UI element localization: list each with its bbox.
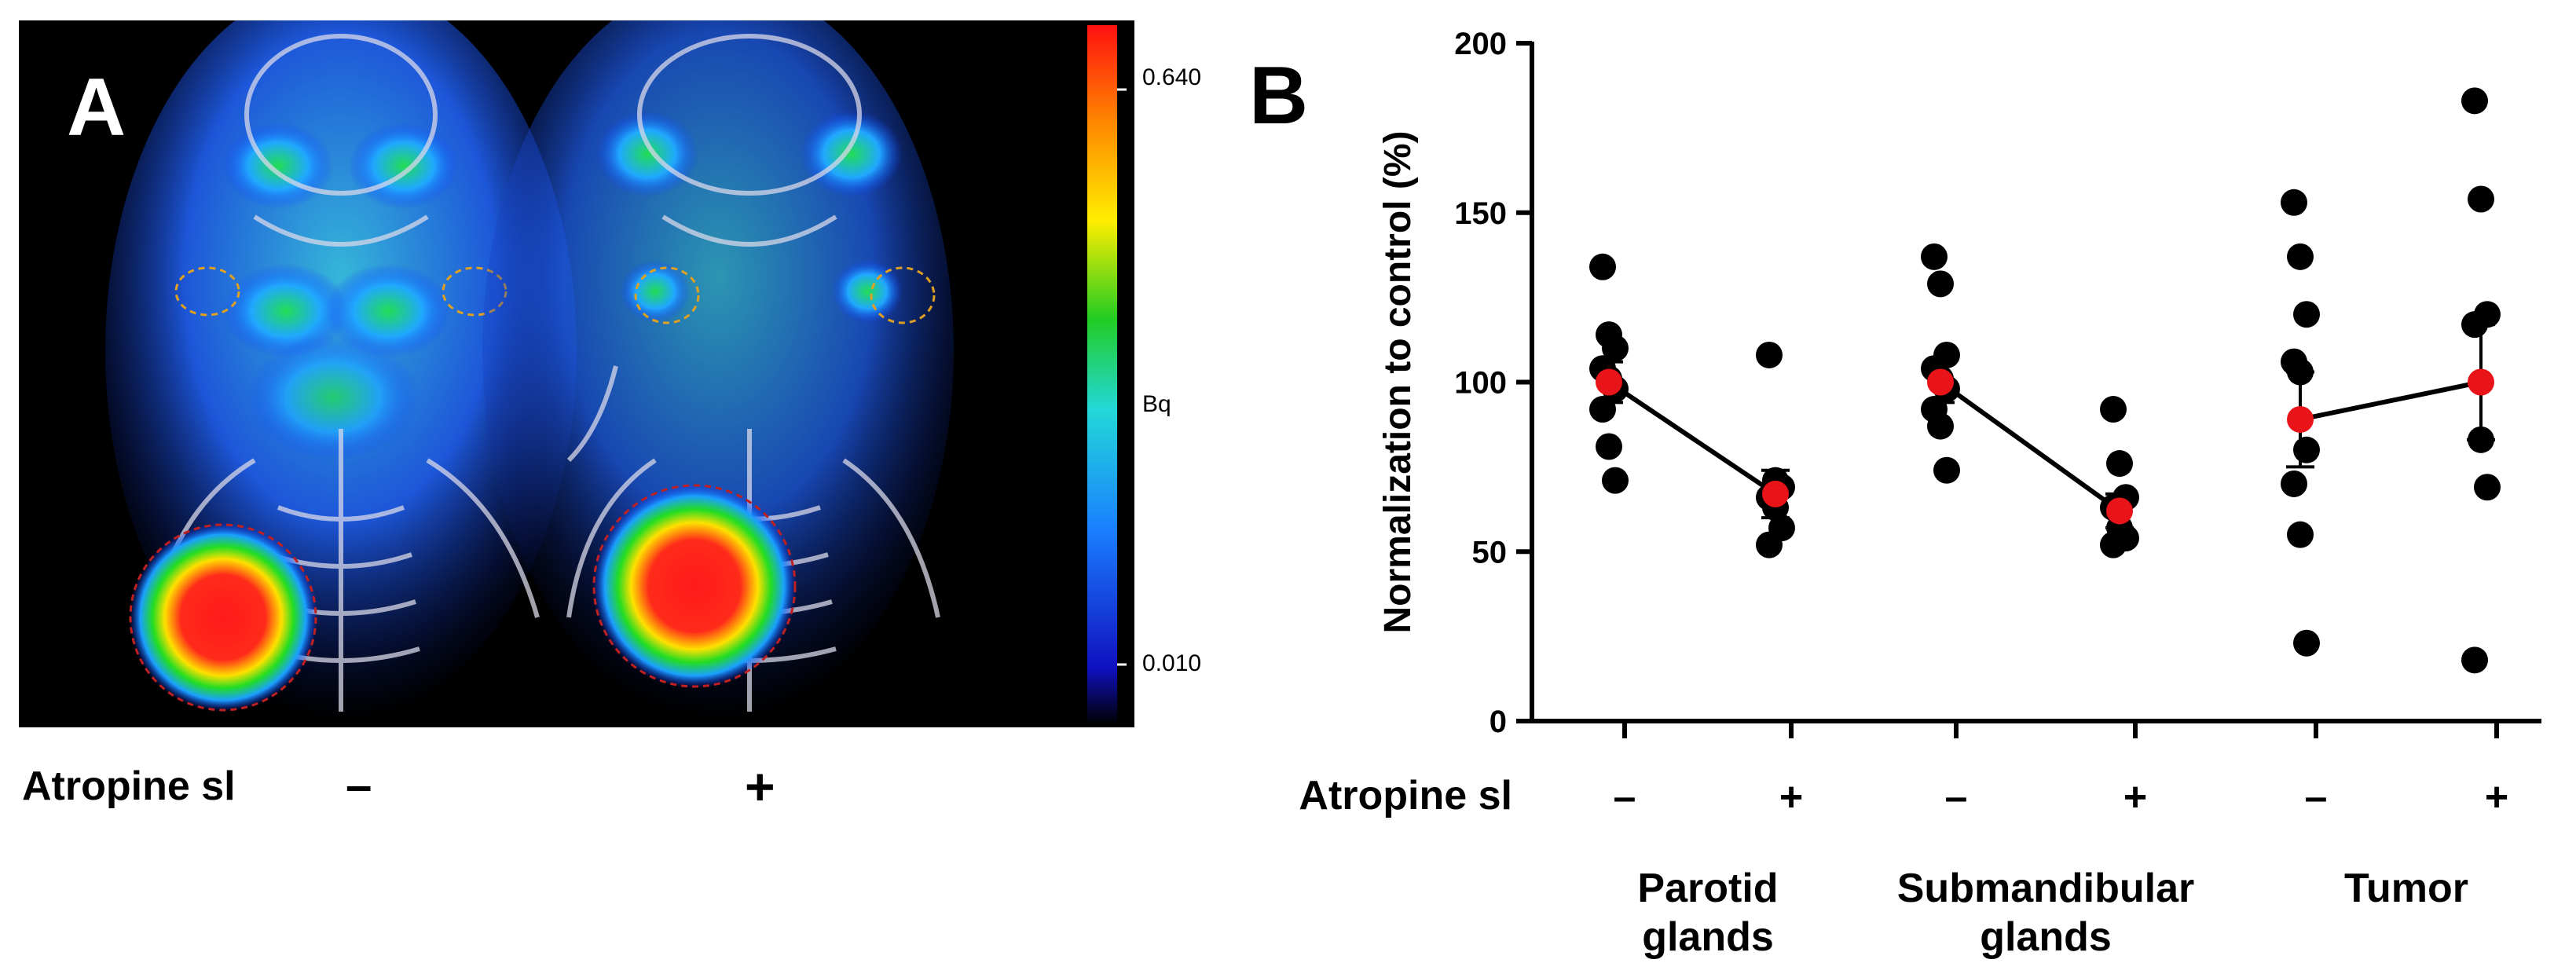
data-point (1927, 412, 1954, 440)
mean-point (1596, 368, 1622, 396)
chart-labels: 0 50 100 150 200 Normalization to control (%)… (1299, 27, 2508, 960)
x-tick-label: – (1945, 774, 1968, 820)
group-label: glands (1980, 914, 2112, 960)
data-point (1756, 531, 1783, 558)
colorbar (1087, 25, 1117, 724)
x-row-label: Atropine sl (1299, 773, 1512, 818)
data-point (2281, 189, 2307, 216)
data-point (2287, 243, 2314, 270)
panel-a-letter: A (67, 62, 126, 153)
y-tick-label: 0 (1490, 705, 1507, 739)
data-point (1589, 396, 1616, 423)
y-tick-label: 100 (1454, 366, 1507, 401)
data-point (2106, 450, 2133, 478)
data-point (1933, 456, 1960, 484)
mean-connector-line (1607, 380, 1777, 496)
x-tick-label: + (1779, 774, 1803, 820)
y-tick-label: 150 (1454, 196, 1507, 231)
chart-axes (1516, 41, 2541, 738)
x-tick-label: – (2305, 774, 2328, 820)
mean-connector-line (1939, 380, 2121, 513)
pet-ct-images (105, 20, 1127, 724)
group-label: Submandibular (1897, 866, 2194, 911)
data-point (1602, 335, 1629, 362)
mean-point (1762, 480, 1789, 507)
y-tick-label: 50 (1472, 535, 1508, 569)
data-point (1927, 270, 1954, 298)
data-point (1921, 243, 1948, 270)
mean-point (2287, 405, 2314, 433)
chart-marks (1589, 87, 2501, 674)
data-point (1756, 341, 1783, 368)
mean-point (2106, 497, 2133, 525)
data-point (1589, 253, 1616, 280)
data-point (2281, 470, 2307, 497)
mouse-control-image (105, 20, 577, 720)
data-point (2461, 646, 2488, 674)
data-point (2100, 396, 2127, 423)
panel-b-letter: B (1249, 50, 1309, 141)
mouse-atropine-image (482, 20, 954, 720)
data-point (2293, 629, 2320, 657)
panel-a-atropine-label: Atropine sl (22, 763, 236, 809)
colorbar-unit-label: Bq (1142, 391, 1171, 417)
data-point (1602, 467, 1629, 494)
data-point (2474, 474, 2501, 501)
x-tick-label: – (1614, 774, 1636, 820)
mean-point (2468, 368, 2494, 396)
panel-a-minus-sign: – (346, 759, 372, 811)
data-point (2287, 521, 2314, 548)
data-point (2293, 301, 2320, 328)
y-tick-label: 200 (1454, 27, 1507, 61)
data-point (2468, 185, 2494, 213)
colorbar-min-label: 0.010 (1142, 650, 1202, 676)
group-label: Tumor (2344, 866, 2468, 911)
mean-connector-line (2299, 379, 2482, 422)
group-label: glands (1642, 914, 1774, 960)
mean-point (1927, 368, 1954, 396)
colorbar-max-label: 0.640 (1142, 64, 1202, 90)
x-tick-label: + (2485, 774, 2508, 820)
y-axis-title: Normalization to control (%) (1377, 131, 1419, 634)
pet-ct-image-panel (19, 20, 1134, 727)
group-label: Parotid (1637, 866, 1778, 911)
data-point (2293, 436, 2320, 463)
data-point (2461, 87, 2488, 115)
panel-a-plus-sign: + (745, 757, 775, 815)
data-point (1596, 433, 1622, 460)
data-point (2100, 531, 2127, 558)
x-tick-label: + (2123, 774, 2147, 820)
